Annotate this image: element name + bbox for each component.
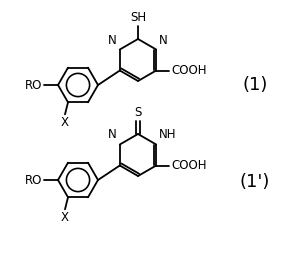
Text: COOH: COOH: [171, 64, 207, 77]
Text: S: S: [134, 106, 142, 119]
Text: N: N: [108, 34, 117, 47]
Text: N: N: [108, 128, 117, 141]
Text: COOH: COOH: [171, 159, 207, 172]
Text: X: X: [61, 116, 69, 129]
Text: N: N: [159, 34, 168, 47]
Text: (1): (1): [242, 76, 268, 94]
Text: RO: RO: [25, 79, 42, 92]
Text: (1'): (1'): [240, 173, 270, 191]
Text: RO: RO: [25, 173, 42, 186]
Text: NH: NH: [159, 128, 177, 141]
Text: SH: SH: [130, 11, 146, 24]
Text: X: X: [61, 211, 69, 224]
